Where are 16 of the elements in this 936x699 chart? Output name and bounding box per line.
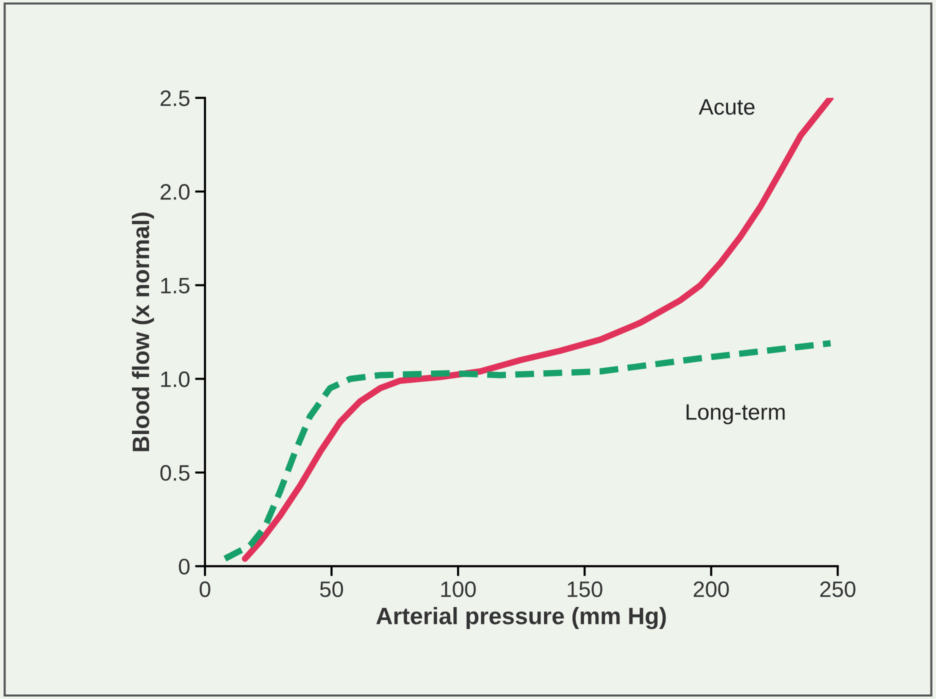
y-axis-title: Blood flow (x normal) <box>132 212 154 452</box>
y-tick-label: 2.5 <box>160 90 190 106</box>
text: Acute <box>698 99 755 115</box>
y-tick-label: 2.0 <box>160 184 190 200</box>
x-tick-label: 200 <box>694 581 729 598</box>
x-tick-label: 250 <box>820 581 856 598</box>
y-tick-label: 0.5 <box>160 465 190 481</box>
series-label: Long-term <box>686 404 785 424</box>
y-tick-label: 1.0 <box>161 371 190 388</box>
y-tick-label: 0 <box>178 558 190 574</box>
x-tick-label: 50 <box>320 581 344 598</box>
x-tick-label: 100 <box>441 581 476 598</box>
x-tick-label: 150 <box>568 581 602 598</box>
x-axis-title: Arterial pressure (mm Hg) <box>376 607 666 630</box>
y-tick-label: 1.5 <box>161 278 190 294</box>
x-tick-label: 0 <box>200 581 210 598</box>
